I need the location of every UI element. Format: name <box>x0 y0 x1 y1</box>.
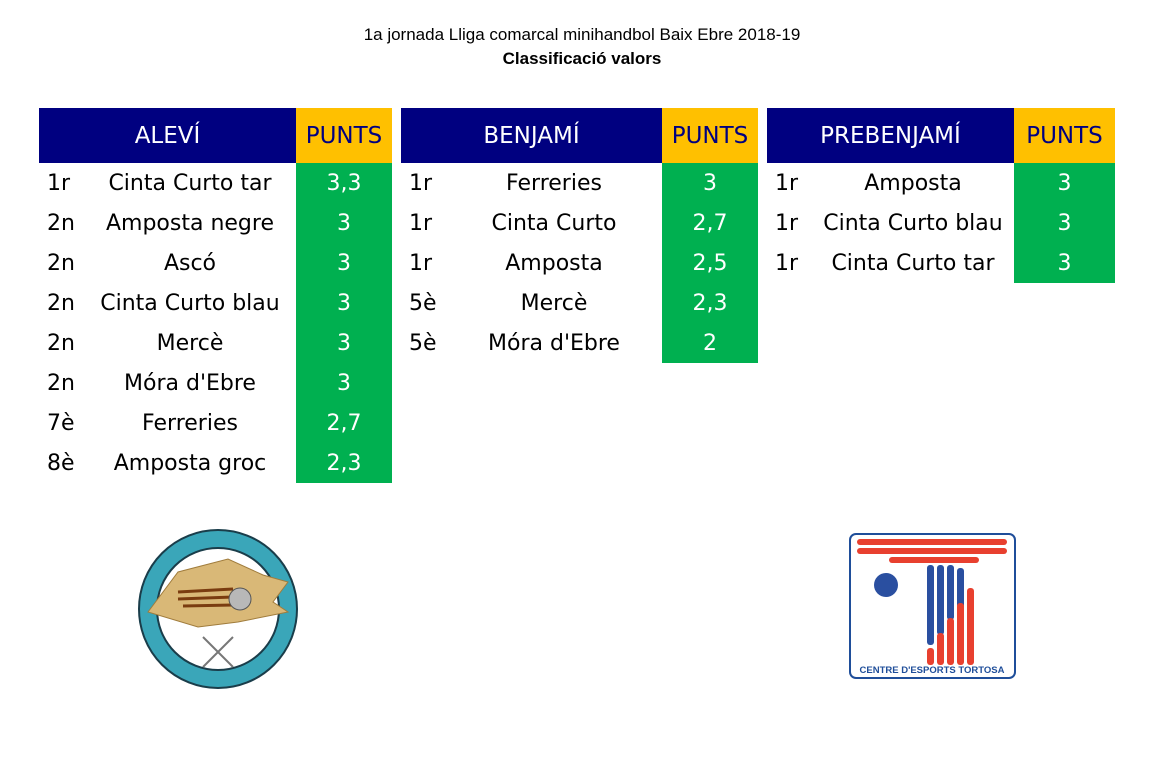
points-header: PUNTS <box>662 108 758 163</box>
team-name: Ferreries <box>142 410 238 436</box>
centre-esports-tortosa-logo: CENTRE D'ESPORTS TORTOSA <box>849 533 1016 679</box>
ranking-table-0: ALEVÍ PUNTS 1r Cinta Curto tar 3,3 2n Amposta … <box>39 108 392 483</box>
team-name: Cinta Curto tar <box>108 170 272 196</box>
rank: 8è <box>47 450 75 476</box>
points-cell: 3 <box>296 363 392 403</box>
points-cell: 3 <box>296 243 392 283</box>
logo-text: CENTRE D'ESPORTS TORTOSA <box>860 665 1005 676</box>
team-name: Cinta Curto blau <box>100 290 280 316</box>
points-cell: 3,3 <box>296 163 392 203</box>
page-title: 1a jornada Lliga comarcal minihandbol Ba… <box>363 25 801 44</box>
points-cell: 3 <box>1014 163 1115 203</box>
table-row: 2n Amposta negre 3 <box>39 203 392 243</box>
rank: 5è <box>409 330 437 356</box>
table-row: 1r Cinta Curto 2,7 <box>401 203 758 243</box>
points-cell: 2,3 <box>296 443 392 483</box>
rank: 1r <box>409 170 433 196</box>
table-row: 2n Móra d'Ebre 3 <box>39 363 392 403</box>
team-name: Amposta groc <box>113 450 267 476</box>
rank: 2n <box>47 250 75 276</box>
rank: 5è <box>409 290 437 316</box>
table-row: 1r Amposta 2,5 <box>401 243 758 283</box>
page-subtitle: Classificació valors <box>502 49 662 68</box>
rank: 2n <box>47 330 75 356</box>
table-row: 5è Mercè 2,3 <box>401 283 758 323</box>
category-label: PREBENJAMÍ <box>767 108 1014 163</box>
table-row: 2n Cinta Curto blau 3 <box>39 283 392 323</box>
points-cell: 3 <box>662 163 758 203</box>
table-row: 2n Mercè 3 <box>39 323 392 363</box>
points-header: PUNTS <box>1014 108 1115 163</box>
team-name: Cinta Curto tar <box>831 250 995 276</box>
category-label: BENJAMÍ <box>401 108 662 163</box>
table-row: 1r Cinta Curto tar 3 <box>767 243 1115 283</box>
rank: 1r <box>775 170 799 196</box>
table-row: 1r Ferreries 3 <box>401 163 758 203</box>
points-cell: 2,7 <box>296 403 392 443</box>
table-row: 8è Amposta groc 2,3 <box>39 443 392 483</box>
team-name: Amposta <box>864 170 962 196</box>
table-header: PREBENJAMÍ PUNTS <box>767 108 1115 163</box>
consell-esportiu-logo <box>138 529 298 689</box>
rank: 2n <box>47 370 75 396</box>
team-name: Móra d'Ebre <box>124 370 256 396</box>
rank: 1r <box>47 170 71 196</box>
points-cell: 3 <box>1014 203 1115 243</box>
team-name: Mercè <box>156 330 224 356</box>
ranking-table-2: PREBENJAMÍ PUNTS 1r Amposta 3 1r Cinta Curto b… <box>767 108 1115 283</box>
rank: 1r <box>775 250 799 276</box>
table-row: 2n Ascó 3 <box>39 243 392 283</box>
points-cell: 2,7 <box>662 203 758 243</box>
rank: 1r <box>409 250 433 276</box>
table-row: 1r Cinta Curto tar 3,3 <box>39 163 392 203</box>
rank: 1r <box>775 210 799 236</box>
points-cell: 3 <box>296 323 392 363</box>
table-header: BENJAMÍ PUNTS <box>401 108 758 163</box>
ranking-table-1: BENJAMÍ PUNTS 1r Ferreries 3 1r Cinta Curto 2,7… <box>401 108 758 363</box>
points-cell: 2,3 <box>662 283 758 323</box>
points-cell: 3 <box>1014 243 1115 283</box>
table-row: 1r Amposta 3 <box>767 163 1115 203</box>
team-name: Ferreries <box>506 170 602 196</box>
points-cell: 2 <box>662 323 758 363</box>
rank: 7è <box>47 410 75 436</box>
table-row: 1r Cinta Curto blau 3 <box>767 203 1115 243</box>
table-row: 7è Ferreries 2,7 <box>39 403 392 443</box>
rank: 1r <box>409 210 433 236</box>
points-header: PUNTS <box>296 108 392 163</box>
points-cell: 2,5 <box>662 243 758 283</box>
category-label: ALEVÍ <box>39 108 296 163</box>
team-name: Mercè <box>520 290 588 316</box>
points-cell: 3 <box>296 283 392 323</box>
table-row: 5è Móra d'Ebre 2 <box>401 323 758 363</box>
table-header: ALEVÍ PUNTS <box>39 108 392 163</box>
team-name: Cinta Curto <box>491 210 617 236</box>
team-name: Móra d'Ebre <box>488 330 620 356</box>
points-cell: 3 <box>296 203 392 243</box>
team-name: Amposta <box>505 250 603 276</box>
rank: 2n <box>47 290 75 316</box>
rank: 2n <box>47 210 75 236</box>
team-name: Amposta negre <box>105 210 274 236</box>
team-name: Ascó <box>163 250 217 276</box>
team-name: Cinta Curto blau <box>823 210 1003 236</box>
